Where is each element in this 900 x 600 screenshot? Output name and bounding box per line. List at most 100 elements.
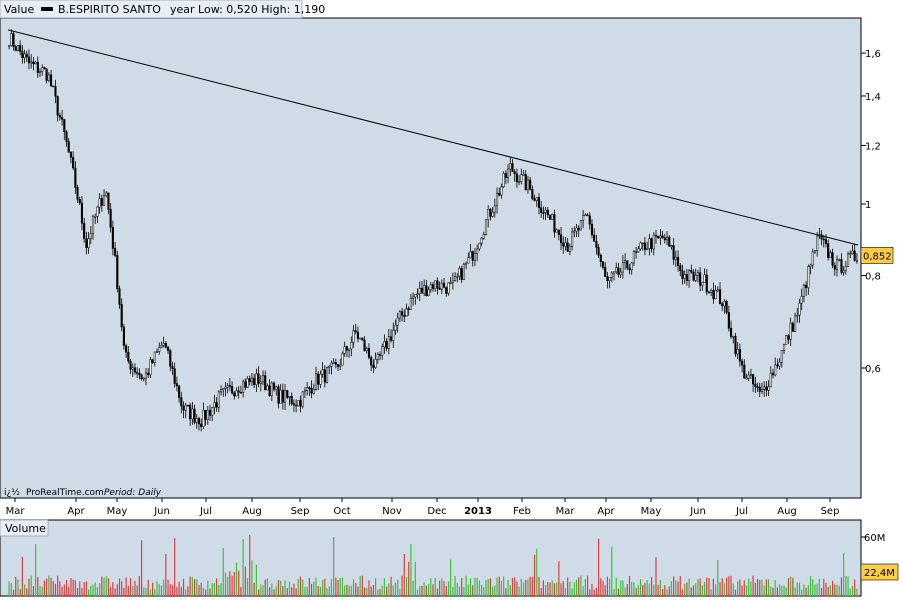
candle-body xyxy=(14,46,17,52)
trendline[interactable] xyxy=(7,29,859,246)
volume-bar xyxy=(752,575,754,596)
volume-bar xyxy=(185,589,187,596)
candle-body xyxy=(449,282,452,284)
volume-bar xyxy=(611,546,613,596)
volume-bar xyxy=(434,577,436,596)
volume-bar xyxy=(547,582,549,596)
volume-bar xyxy=(94,582,96,596)
volume-bar xyxy=(450,559,452,596)
candle-body xyxy=(149,359,152,376)
volume-bar xyxy=(299,576,302,596)
candle-body xyxy=(557,229,560,235)
candle-body xyxy=(805,284,808,289)
candle-body xyxy=(431,284,435,289)
candle-body xyxy=(511,163,514,173)
candle-body xyxy=(743,364,746,379)
volume-bar xyxy=(317,585,319,596)
volume-bar xyxy=(670,581,673,596)
volume-bar xyxy=(328,586,330,596)
volume-bar xyxy=(447,581,450,596)
x-tick-label: May xyxy=(107,506,128,517)
candle-body xyxy=(193,408,196,423)
volume-bar xyxy=(562,581,564,596)
volume-bar xyxy=(602,580,604,596)
volume-bar xyxy=(644,583,646,596)
volume-bar xyxy=(222,548,224,596)
x-tick-label: Aug xyxy=(242,506,262,517)
volume-bar xyxy=(816,583,818,596)
volume-bar xyxy=(483,587,485,596)
volume-bar xyxy=(253,582,255,596)
volume-bar xyxy=(843,553,845,596)
volume-bar xyxy=(92,584,94,596)
series-legend-swatch xyxy=(41,7,53,11)
candle-body xyxy=(306,387,309,391)
candle-body xyxy=(308,387,311,389)
candle-body xyxy=(275,386,278,390)
candle-body xyxy=(734,335,737,355)
candle-body xyxy=(246,378,249,388)
candle-body xyxy=(436,280,439,289)
volume-bar xyxy=(476,577,478,596)
volume-bar xyxy=(803,584,805,596)
candle-body xyxy=(747,374,750,379)
candle-body xyxy=(526,179,529,191)
candle-body xyxy=(356,331,359,339)
candle-body xyxy=(266,385,269,391)
candle-body xyxy=(270,382,273,396)
volume-bar xyxy=(717,560,719,596)
volume-bar xyxy=(593,589,595,596)
candle-body xyxy=(553,214,556,233)
volume-bar xyxy=(302,579,304,596)
volume-bar xyxy=(571,588,573,596)
candle-body xyxy=(604,267,607,277)
volume-bar xyxy=(350,585,352,596)
volume-bar xyxy=(90,585,92,596)
volume-bar xyxy=(430,578,432,596)
volume-bar xyxy=(756,578,759,596)
candle-body xyxy=(372,364,375,368)
volume-bar xyxy=(26,588,28,596)
volume-bar xyxy=(269,587,271,596)
volume-bar xyxy=(441,578,443,596)
candle-body xyxy=(522,174,525,176)
volume-bar xyxy=(472,585,474,596)
volume-bar xyxy=(255,564,257,596)
volume-bar xyxy=(454,575,456,596)
candle-body xyxy=(151,359,154,363)
volume-bar xyxy=(721,578,723,596)
candle-body xyxy=(138,373,141,376)
candle-body xyxy=(381,346,384,356)
volume-bar xyxy=(165,553,167,596)
candle-body xyxy=(500,186,503,196)
candle-body xyxy=(465,262,468,265)
candle-body xyxy=(498,192,501,196)
x-tick-label: Apr xyxy=(67,506,85,517)
candle-body xyxy=(513,171,516,175)
volume-bar xyxy=(613,589,615,596)
volume-bar xyxy=(578,577,580,596)
volume-bar xyxy=(233,571,235,596)
volume-bar xyxy=(456,582,458,596)
candle-body xyxy=(853,250,856,261)
candle-body xyxy=(705,274,708,293)
volume-bar xyxy=(132,585,134,596)
volume-bar xyxy=(421,585,423,596)
volume-bar xyxy=(487,579,489,596)
x-tick-label: Nov xyxy=(382,506,402,517)
volume-bar xyxy=(310,583,313,596)
volume-bar xyxy=(701,585,703,596)
volume-bar xyxy=(706,577,708,596)
volume-bar xyxy=(653,584,655,596)
volume-bar xyxy=(586,575,589,596)
volume-bar xyxy=(288,581,291,596)
candle-body xyxy=(741,360,744,366)
volume-bar xyxy=(81,587,83,596)
candle-body xyxy=(392,329,395,341)
volume-bar xyxy=(271,583,273,596)
volume-bar xyxy=(580,575,582,596)
volume-bar xyxy=(235,562,238,596)
volume-tick-label-60m: 60M xyxy=(864,533,885,544)
candle-body xyxy=(317,373,320,385)
candle-body xyxy=(427,289,430,296)
